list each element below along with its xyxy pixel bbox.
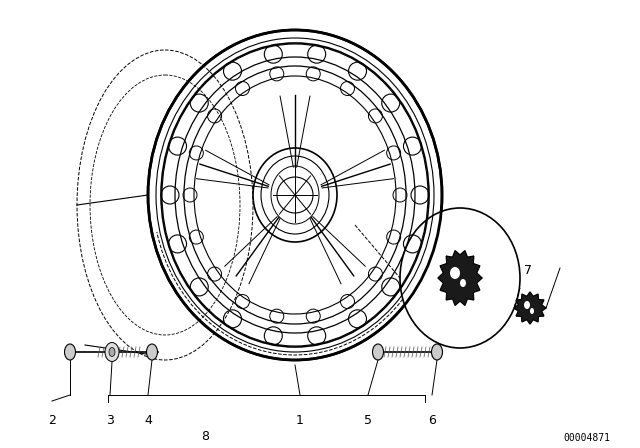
Text: 00004871: 00004871 (563, 433, 610, 443)
Ellipse shape (524, 301, 530, 309)
Ellipse shape (148, 30, 442, 360)
Ellipse shape (431, 344, 442, 360)
Text: 3: 3 (106, 414, 114, 426)
Text: 4: 4 (144, 414, 152, 426)
Text: 2: 2 (48, 414, 56, 426)
Polygon shape (438, 251, 482, 305)
Text: 6: 6 (428, 414, 436, 426)
Text: 8: 8 (201, 431, 209, 444)
Polygon shape (514, 292, 546, 324)
Ellipse shape (460, 279, 466, 287)
Ellipse shape (372, 344, 383, 360)
Ellipse shape (450, 267, 460, 279)
Ellipse shape (65, 344, 76, 360)
Text: 5: 5 (364, 414, 372, 426)
Ellipse shape (147, 344, 157, 360)
Text: 7: 7 (524, 263, 532, 276)
Ellipse shape (253, 148, 337, 242)
Ellipse shape (400, 208, 520, 348)
Ellipse shape (105, 343, 119, 362)
Ellipse shape (530, 308, 534, 314)
Text: 1: 1 (296, 414, 304, 426)
Ellipse shape (109, 348, 115, 357)
